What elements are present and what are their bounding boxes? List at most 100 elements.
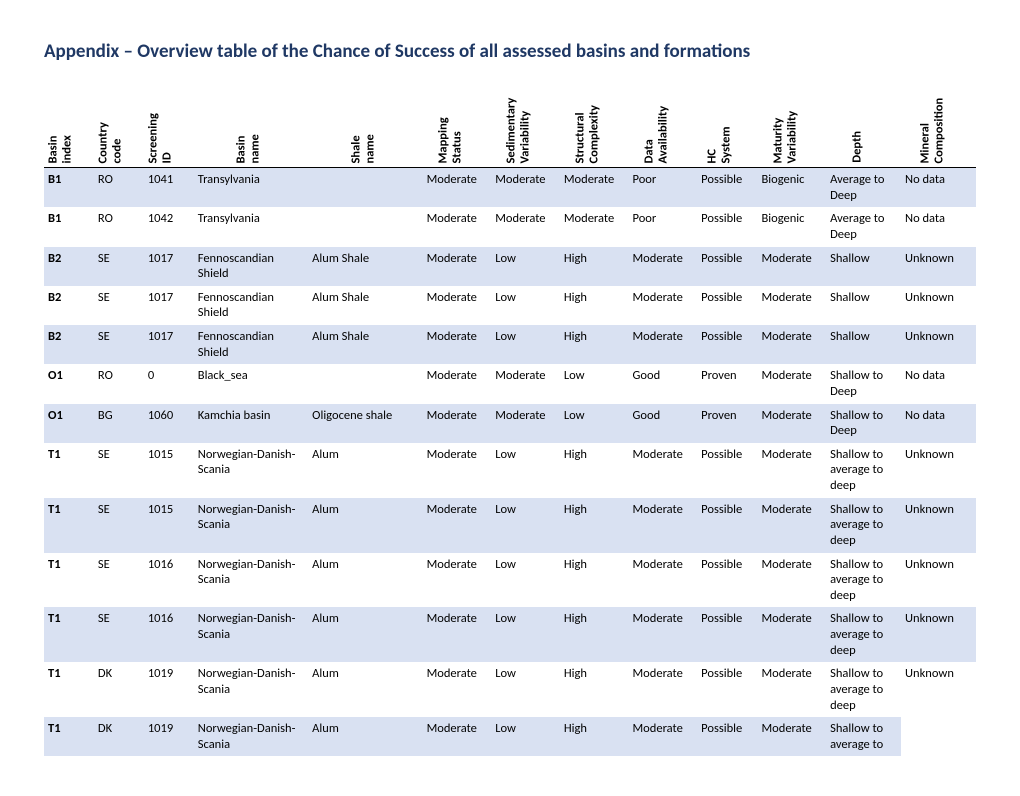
table-cell: High (560, 443, 629, 498)
table-cell: Moderate (423, 207, 492, 246)
column-header: Shalename (308, 81, 422, 168)
column-header: MappingStatus (423, 81, 492, 168)
table-cell: Norwegian-Danish-Scania (194, 607, 308, 662)
table-cell: High (560, 662, 629, 717)
table-cell: High (560, 717, 629, 756)
column-header: Countrycode (94, 81, 144, 168)
table-cell: Low (491, 498, 560, 553)
column-header: Basinname (194, 81, 308, 168)
table-cell: T1 (44, 553, 94, 608)
table-cell: Poor (629, 168, 698, 208)
table-cell: RO (94, 364, 144, 403)
table-cell: Fennoscandian Shield (194, 325, 308, 364)
table-cell: High (560, 498, 629, 553)
table-row: B2SE1017Fennoscandian ShieldAlum ShaleMo… (44, 325, 976, 364)
table-cell: Moderate (423, 553, 492, 608)
table-cell: Unknown (901, 443, 976, 498)
table-cell: T1 (44, 443, 94, 498)
table-cell: Moderate (757, 247, 826, 286)
table-cell: Moderate (629, 325, 698, 364)
table-cell: Moderate (423, 443, 492, 498)
table-cell: Low (491, 443, 560, 498)
table-cell: Possible (697, 662, 757, 717)
table-cell: T1 (44, 717, 94, 756)
table-row: T1DK1019Norwegian-Danish-ScaniaAlumModer… (44, 662, 976, 717)
table-cell: 1015 (144, 443, 194, 498)
table-cell: Unknown (901, 498, 976, 553)
table-cell: T1 (44, 662, 94, 717)
table-cell: Shallow to Deep (826, 364, 901, 403)
table-cell: Shallow to average to deep (826, 498, 901, 553)
table-cell: Unknown (901, 662, 976, 717)
table-cell: Moderate (757, 662, 826, 717)
table-cell: Alum (308, 498, 422, 553)
table-cell: Moderate (629, 717, 698, 756)
column-header-label: Depth (850, 131, 864, 163)
table-cell: Moderate (757, 325, 826, 364)
table-cell: Unknown (901, 247, 976, 286)
table-cell: Moderate (629, 443, 698, 498)
table-cell: Oligocene shale (308, 404, 422, 443)
table-cell: Moderate (757, 364, 826, 403)
table-cell: SE (94, 286, 144, 325)
table-cell: B2 (44, 325, 94, 364)
table-cell: Moderate (757, 443, 826, 498)
table-cell: Norwegian-Danish-Scania (194, 553, 308, 608)
table-cell: Moderate (757, 607, 826, 662)
column-header: DataAvailability (629, 81, 698, 168)
table-cell: T1 (44, 498, 94, 553)
table-cell: Low (560, 364, 629, 403)
table-cell: Low (491, 553, 560, 608)
table-cell: BG (94, 404, 144, 443)
table-cell: Alum (308, 662, 422, 717)
table-cell: 1042 (144, 207, 194, 246)
table-row: T1SE1016Norwegian-Danish-ScaniaAlumModer… (44, 607, 976, 662)
table-cell: SE (94, 553, 144, 608)
table-cell: SE (94, 607, 144, 662)
table-cell: 1019 (144, 662, 194, 717)
overview-table: BasinindexCountrycodeScreeningIDBasinnam… (44, 81, 976, 756)
table-cell (308, 207, 422, 246)
table-cell (308, 364, 422, 403)
table-cell: High (560, 553, 629, 608)
table-cell (308, 168, 422, 208)
table-cell: Moderate (629, 607, 698, 662)
column-header-label: Shalename (349, 134, 377, 163)
table-cell: Good (629, 404, 698, 443)
table-cell: Possible (697, 498, 757, 553)
column-header: ScreeningID (144, 81, 194, 168)
table-cell: Moderate (629, 247, 698, 286)
table-cell: Possible (697, 247, 757, 286)
table-cell: Shallow (826, 286, 901, 325)
table-cell: Shallow to average to deep (826, 553, 901, 608)
table-cell: DK (94, 717, 144, 756)
table-cell: Moderate (423, 498, 492, 553)
table-cell: 0 (144, 364, 194, 403)
table-cell: Shallow to average to deep (826, 607, 901, 662)
table-cell: Unknown (901, 607, 976, 662)
table-cell: B2 (44, 286, 94, 325)
table-cell: Moderate (491, 364, 560, 403)
table-cell: Low (491, 717, 560, 756)
table-row: T1DK1019Norwegian-Danish-ScaniaAlumModer… (44, 717, 976, 756)
table-cell: Proven (697, 404, 757, 443)
table-cell: Moderate (423, 717, 492, 756)
table-cell: Moderate (423, 325, 492, 364)
table-cell: Low (491, 286, 560, 325)
table-cell: Shallow to average to (826, 717, 901, 756)
table-cell: Moderate (423, 607, 492, 662)
table-cell: Possible (697, 443, 757, 498)
column-header: StructuralComplexity (560, 81, 629, 168)
table-cell: Moderate (491, 404, 560, 443)
table-cell: Low (491, 662, 560, 717)
table-cell: 1017 (144, 247, 194, 286)
column-header-label: DataAvailability (642, 105, 670, 163)
table-cell: O1 (44, 404, 94, 443)
column-header: MineralComposition (901, 81, 976, 168)
table-cell: Kamchia basin (194, 404, 308, 443)
table-cell: Transylvania (194, 207, 308, 246)
column-header: Depth (826, 81, 901, 168)
table-row: B1RO1041TransylvaniaModerateModerateMode… (44, 168, 976, 208)
table-row: T1SE1016Norwegian-Danish-ScaniaAlumModer… (44, 553, 976, 608)
table-cell: 1041 (144, 168, 194, 208)
